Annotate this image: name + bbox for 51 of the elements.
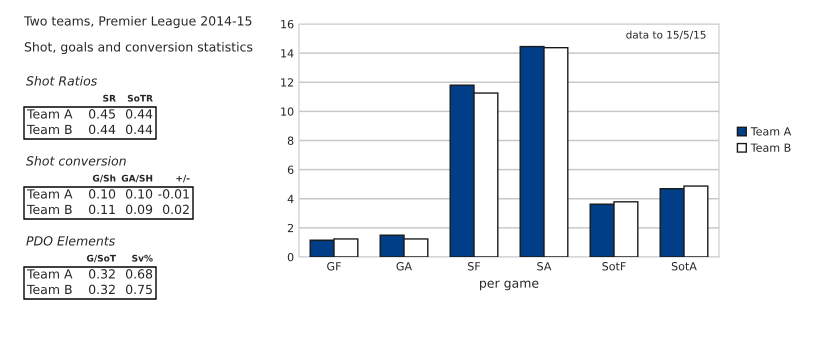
text: 0.44 — [126, 124, 152, 134]
text: 0.09 — [126, 204, 152, 214]
text: Shot, goals and conversion statistics — [24, 42, 252, 54]
x-tick-label: GF — [327, 262, 341, 270]
text: PDO Elements — [26, 236, 115, 246]
text: 0.02 — [162, 204, 189, 214]
x-axis-title: per game — [480, 280, 538, 290]
category-label: G/SoT — [86, 254, 116, 262]
y-tick-label: 0 — [288, 252, 294, 262]
annotation: data to 15/5/15 — [626, 30, 706, 40]
y-tick-label: 2 — [288, 224, 294, 232]
y-tick-label: 10 — [281, 107, 294, 116]
text: Shot conversion — [26, 156, 126, 166]
text: 0.75 — [126, 284, 152, 294]
text: 0.68 — [126, 269, 152, 279]
category-label: Team B — [26, 124, 72, 134]
category-label: GA/SH — [122, 174, 152, 182]
y-tick-label: 4 — [288, 194, 294, 203]
text: 0.44 — [88, 124, 116, 134]
text: 0.32 — [88, 284, 115, 294]
text: 0.10 — [126, 189, 152, 199]
y-tick-label: 14 — [281, 49, 294, 58]
legend-label: Team A — [750, 127, 792, 136]
text: 0.32 — [88, 269, 115, 279]
x-tick-label: GA — [396, 262, 412, 270]
category-label: Team A — [26, 269, 72, 279]
y-tick-label: 16 — [281, 20, 294, 28]
category-label: Team B — [26, 284, 72, 294]
text: 0.45 — [88, 109, 115, 119]
y-tick-label: 6 — [288, 166, 294, 174]
category-label: Team A — [26, 109, 72, 119]
category-label: +/- — [176, 174, 190, 182]
category-label: G/Sh — [92, 174, 116, 182]
x-tick-label: SotF — [602, 262, 626, 270]
y-tick-label: 8 — [288, 136, 294, 145]
legend-label: Team B — [750, 144, 790, 152]
text: Two teams, Premier League 2014-15 — [24, 16, 252, 28]
category-label: SoTR — [128, 94, 153, 102]
x-tick-label: SotA — [672, 262, 697, 270]
text: 0.44 — [126, 109, 152, 119]
text: 0.10 — [88, 189, 116, 199]
y-tick-label: 12 — [281, 78, 294, 86]
category-label: SR — [103, 94, 116, 102]
category-label: Sv% — [132, 254, 153, 262]
x-tick-label: SA — [537, 262, 552, 270]
text: 0.11 — [88, 204, 115, 214]
text: Shot Ratios — [26, 76, 97, 86]
text: -0.01 — [158, 189, 189, 199]
category-label: Team A — [26, 189, 72, 199]
category-label: Team B — [26, 204, 72, 214]
x-tick-label: SF — [468, 262, 480, 270]
